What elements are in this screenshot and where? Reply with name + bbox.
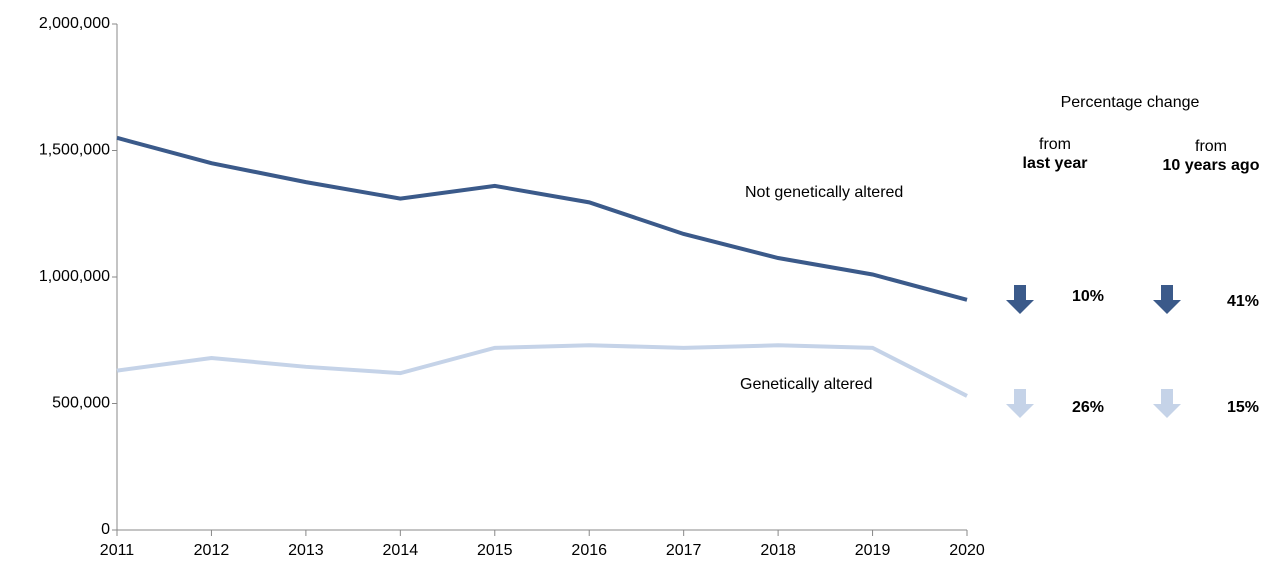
series-label: Genetically altered (740, 376, 873, 393)
column-line1: from (1039, 136, 1071, 153)
y-tick-label: 1,000,000 (39, 268, 110, 285)
x-tick-label: 2014 (383, 542, 419, 559)
x-tick-label: 2012 (194, 542, 230, 559)
change-arrow (1006, 389, 1034, 418)
x-tick-label: 2015 (477, 542, 513, 559)
change-arrow (1153, 389, 1181, 418)
x-tick-label: 2020 (949, 542, 985, 559)
change-value: 26% (1072, 399, 1104, 416)
change-arrow (1006, 285, 1034, 314)
change-value: 15% (1227, 399, 1259, 416)
column-line1: from (1195, 138, 1227, 155)
x-tick-label: 2018 (760, 542, 796, 559)
series-label: Not genetically altered (745, 184, 903, 201)
x-tick-label: 2011 (100, 542, 135, 559)
change-arrow (1153, 285, 1181, 314)
y-tick-label: 0 (101, 521, 110, 538)
column-line2: last year (1023, 155, 1088, 172)
y-tick-label: 500,000 (52, 395, 110, 412)
x-tick-label: 2019 (855, 542, 891, 559)
x-tick-label: 2016 (571, 542, 607, 559)
column-line2: 10 years ago (1163, 157, 1260, 174)
series-line (116, 135, 968, 302)
series-line (116, 343, 968, 398)
x-tick-label: 2017 (666, 542, 702, 559)
y-tick-label: 2,000,000 (39, 15, 110, 32)
change-value: 41% (1227, 293, 1259, 310)
y-tick-label: 1,500,000 (39, 142, 110, 159)
change-value: 10% (1072, 288, 1104, 305)
change-title: Percentage change (1061, 94, 1200, 111)
x-tick-label: 2013 (288, 542, 324, 559)
